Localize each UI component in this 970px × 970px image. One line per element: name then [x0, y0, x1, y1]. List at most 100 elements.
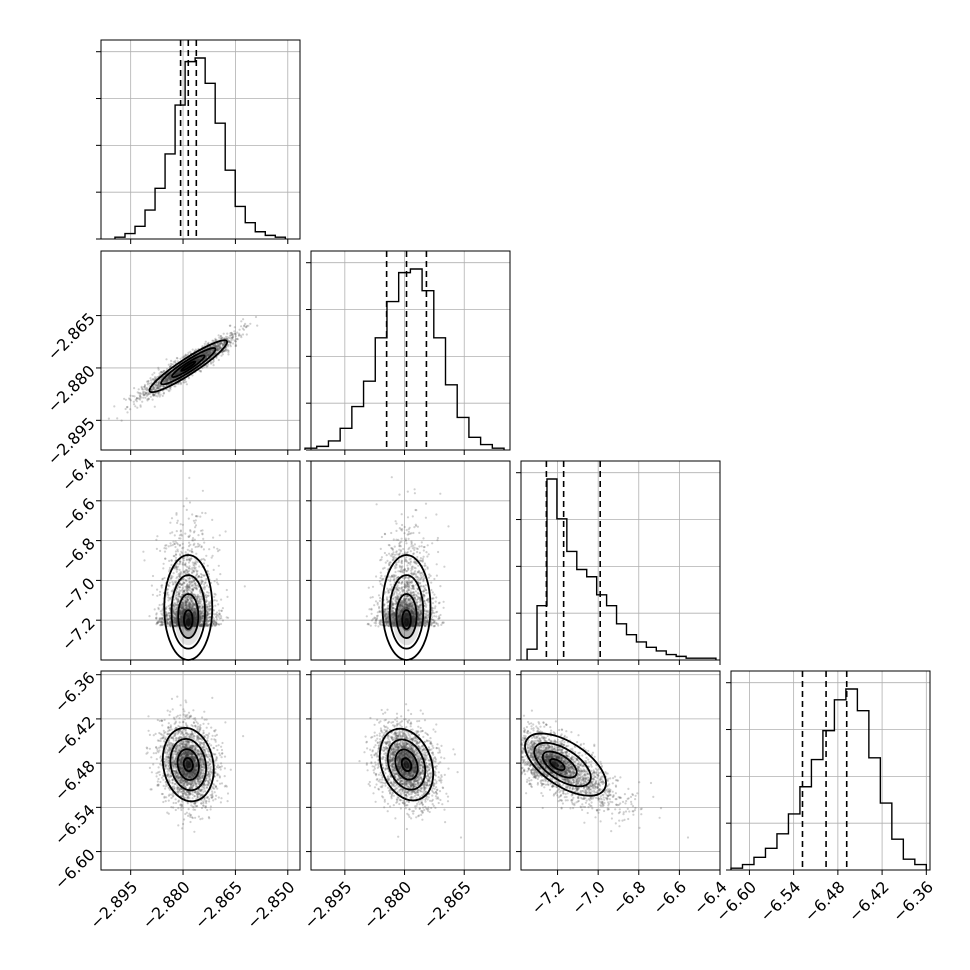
sample-point [202, 562, 206, 565]
sample-point [149, 395, 152, 398]
sample-point [205, 554, 208, 557]
sample-point [224, 341, 227, 344]
sample-point [171, 544, 174, 547]
sample-point [221, 345, 224, 348]
sample-point [179, 383, 182, 386]
sample-point [195, 358, 198, 361]
sample-point [142, 550, 145, 553]
sample-point [197, 357, 201, 360]
sample-point [203, 541, 206, 544]
sample-point [190, 550, 193, 554]
sample-point [223, 341, 226, 344]
sample-point [149, 379, 153, 382]
sample-point [196, 360, 199, 363]
sample-point [168, 581, 171, 584]
sample-point [238, 332, 241, 335]
sample-point [229, 343, 232, 346]
sample-point [183, 590, 186, 593]
sample-point [234, 340, 237, 343]
sample-point [173, 361, 177, 364]
sample-point [422, 537, 425, 540]
sample-point [169, 377, 172, 380]
sample-point [230, 332, 233, 335]
sample-point [185, 587, 189, 590]
sample-point [394, 520, 397, 523]
sample-point [200, 546, 203, 549]
sample-point [193, 521, 196, 525]
sample-point [166, 591, 169, 594]
sample-point [216, 348, 219, 351]
sample-point [188, 541, 191, 544]
sample-point [156, 395, 159, 398]
sample-point [177, 370, 180, 373]
sample-point [205, 351, 208, 354]
sample-point [209, 351, 212, 355]
sample-point [235, 338, 238, 341]
sample-point [160, 371, 163, 374]
sample-point [164, 377, 168, 380]
sample-point [208, 352, 211, 355]
sample-point [169, 532, 172, 535]
sample-point [189, 589, 192, 592]
sample-point [191, 568, 194, 571]
sample-point [153, 608, 156, 611]
sample-point [220, 598, 223, 601]
sample-point [206, 612, 209, 615]
sample-point [229, 324, 232, 327]
sample-point [176, 372, 179, 376]
sample-point [156, 622, 159, 625]
sample-point [221, 350, 224, 353]
sample-point [205, 365, 208, 368]
sample-point [161, 578, 164, 581]
sample-point [217, 603, 220, 606]
sample-point [186, 548, 189, 551]
sample-point [196, 358, 199, 361]
sample-point [181, 356, 184, 359]
sample-point [142, 392, 145, 395]
sample-point [170, 517, 174, 520]
sample-point [379, 582, 382, 586]
sample-point [166, 622, 169, 625]
sample-point [229, 332, 232, 335]
sample-point [169, 378, 172, 382]
sample-point [124, 407, 127, 411]
sample-point [175, 372, 178, 375]
panel-0-0 [101, 40, 300, 239]
sample-point [226, 349, 229, 352]
sample-point [406, 490, 409, 493]
sample-point [173, 534, 176, 537]
sample-point [158, 603, 161, 607]
sample-point [164, 381, 168, 384]
sample-point [168, 374, 171, 377]
sample-point [228, 336, 231, 339]
sample-point [207, 353, 210, 356]
sample-point [225, 588, 228, 592]
sample-point [190, 548, 193, 551]
sample-point [221, 350, 225, 353]
sample-point [178, 370, 181, 373]
sample-point [208, 353, 211, 356]
sample-point [211, 348, 215, 351]
sample-point [389, 580, 392, 583]
sample-point [164, 377, 167, 381]
sample-point [217, 349, 220, 353]
sample-point [215, 348, 219, 352]
sample-point [194, 348, 197, 351]
sample-point [197, 358, 200, 361]
sample-point [194, 574, 197, 577]
panel-3-0 [101, 671, 300, 870]
sample-point [167, 377, 170, 380]
sample-point [202, 609, 205, 612]
sample-point [233, 330, 236, 333]
sample-point [178, 537, 181, 540]
sample-point [425, 592, 428, 595]
sample-point [214, 339, 217, 342]
sample-point [139, 395, 142, 398]
sample-point [223, 341, 226, 344]
sample-point [163, 381, 166, 384]
sample-point [222, 349, 225, 352]
sample-point [205, 351, 208, 354]
sample-point [234, 335, 237, 338]
sample-point [171, 531, 174, 534]
sample-point [256, 324, 259, 327]
